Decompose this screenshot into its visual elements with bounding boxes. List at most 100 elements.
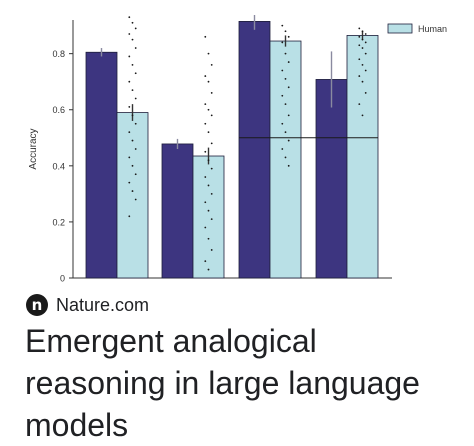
source-name: Nature.com <box>56 294 150 315</box>
human-data-point <box>210 167 213 170</box>
human-data-point <box>134 173 137 176</box>
human-data-point <box>134 148 137 150</box>
human-data-point <box>210 249 213 251</box>
human-data-point <box>134 122 137 125</box>
human-data-point <box>210 192 213 195</box>
human-data-point <box>284 131 287 134</box>
human-data-point <box>287 61 290 63</box>
bar <box>315 79 348 279</box>
human-data-point <box>207 184 210 187</box>
legend: Human <box>387 23 447 34</box>
human-data-point <box>204 103 207 106</box>
human-data-point <box>281 122 284 125</box>
y-tick-label: 0.4 <box>52 161 65 171</box>
human-data-point <box>131 63 134 66</box>
human-data-point <box>204 226 207 229</box>
human-data-point <box>207 131 210 134</box>
human-data-point <box>281 148 284 150</box>
human-data-point <box>364 52 367 55</box>
human-data-point <box>207 80 210 83</box>
human-data-point <box>364 33 367 35</box>
human-data-point <box>284 103 287 106</box>
human-data-point <box>284 77 287 80</box>
human-data-point <box>131 21 134 24</box>
bar <box>346 35 379 279</box>
y-axis-label: Accuracy <box>28 128 39 169</box>
human-data-point <box>284 156 287 159</box>
human-data-point <box>131 139 134 142</box>
human-data-point <box>131 114 134 117</box>
human-data-point <box>128 156 131 159</box>
human-data-point <box>207 209 210 212</box>
human-data-point <box>361 38 364 41</box>
human-data-point <box>204 176 207 178</box>
article-headline[interactable]: Emergent analogical reasoning in large l… <box>25 323 420 443</box>
human-data-point <box>287 114 290 117</box>
human-data-point <box>204 75 207 77</box>
y-tick-label: 0.6 <box>52 105 65 115</box>
human-data-point <box>134 47 137 49</box>
source-row[interactable]: n Nature.com <box>26 293 149 317</box>
human-data-point <box>281 41 284 44</box>
legend-swatch <box>387 23 413 34</box>
human-data-point <box>358 44 361 47</box>
human-data-point <box>284 52 287 55</box>
bar <box>85 51 118 279</box>
human-data-point <box>207 108 210 111</box>
human-data-point <box>204 150 207 153</box>
human-data-point <box>128 55 131 58</box>
human-data-point <box>131 38 134 41</box>
human-data-point <box>207 52 210 55</box>
y-tick-label: 0 <box>60 274 65 284</box>
human-data-point <box>207 159 210 162</box>
human-data-point <box>204 201 207 204</box>
human-data-point <box>128 131 131 134</box>
nature-n-logo-icon: n <box>26 294 48 316</box>
human-data-point <box>281 94 284 97</box>
human-data-point <box>210 218 213 221</box>
human-data-point <box>284 30 287 33</box>
human-data-point <box>361 30 364 33</box>
human-data-point <box>210 92 213 94</box>
human-data-point <box>281 24 284 27</box>
bars <box>85 15 379 279</box>
human-data-point <box>128 33 131 35</box>
human-data-point <box>358 58 361 61</box>
human-data-point <box>128 106 131 108</box>
bar <box>192 155 225 279</box>
human-data-point <box>361 47 364 49</box>
human-data-point <box>287 139 290 142</box>
human-data-point <box>281 69 284 72</box>
human-data-point <box>131 164 134 167</box>
human-data-point <box>134 72 137 75</box>
accuracy-bar-chart: 0 0.2 0.4 0.6 0.8 Accuracy Human <box>28 15 447 284</box>
bar <box>161 143 194 279</box>
human-data-point <box>364 41 367 44</box>
human-data-point <box>134 97 137 100</box>
human-data-point <box>364 92 367 94</box>
human-data-points <box>128 16 367 271</box>
human-data-point <box>210 114 213 117</box>
human-data-point <box>361 63 364 66</box>
human-data-point <box>204 122 207 125</box>
human-data-point <box>287 35 290 38</box>
y-tick-label: 0.2 <box>52 217 65 227</box>
human-data-point <box>204 260 207 263</box>
human-data-point <box>128 16 131 19</box>
human-data-point <box>358 75 361 77</box>
human-data-point <box>128 215 131 218</box>
human-data-point <box>134 198 137 201</box>
human-data-point <box>361 114 364 117</box>
bar <box>116 112 149 279</box>
human-data-point <box>134 27 137 30</box>
human-data-point <box>361 80 364 83</box>
human-data-point <box>204 35 207 38</box>
bar <box>238 21 271 279</box>
human-data-point <box>210 63 213 66</box>
human-data-point <box>207 268 210 271</box>
legend-label: Human <box>418 24 447 34</box>
human-data-point <box>364 69 367 72</box>
human-data-point <box>287 86 290 89</box>
human-data-point <box>210 142 213 145</box>
human-data-point <box>128 181 131 184</box>
